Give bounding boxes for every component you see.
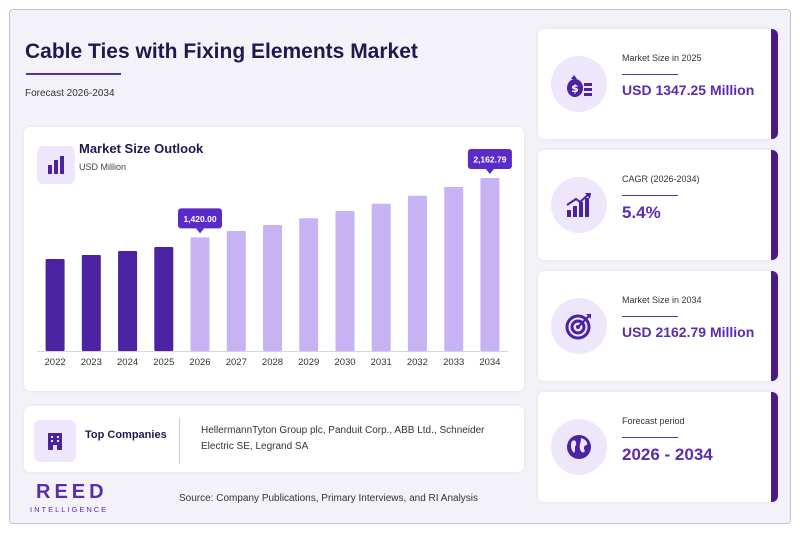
bar-2025	[154, 247, 174, 351]
stat-divider	[622, 316, 678, 317]
x-tick-label-2033: 2033	[443, 357, 464, 368]
x-tick-label-2029: 2029	[298, 357, 319, 368]
brand-logo-sub: INTELLIGENCE	[30, 505, 109, 514]
x-tick-label-2025: 2025	[153, 357, 174, 368]
callout-label-2026: 1,420.00	[183, 214, 216, 224]
stat-label: Forecast period	[622, 416, 685, 426]
target-icon	[551, 298, 607, 354]
bar-2033	[444, 187, 464, 351]
x-tick-label-2026: 2026	[189, 357, 210, 368]
x-tick-label-2030: 2030	[334, 357, 355, 368]
stat-card-market-2025: $ Market Size in 2025 USD 1347.25 Millio…	[538, 29, 778, 139]
brand-logo: REED	[36, 481, 108, 503]
stat-card-market-2034: Market Size in 2034 USD 2162.79 Million	[538, 271, 778, 381]
companies-label: Top Companies	[85, 429, 167, 441]
bar-2023	[81, 255, 101, 351]
companies-card	[24, 406, 524, 472]
stat-value: 2026 - 2034	[622, 445, 713, 464]
x-tick-label-2023: 2023	[81, 357, 102, 368]
money-bag-icon: $	[551, 56, 607, 112]
stat-card-forecast-period: Forecast period 2026 - 2034	[538, 392, 778, 502]
x-tick-label-2031: 2031	[371, 357, 392, 368]
bar-2027	[226, 231, 246, 351]
companies-list: HellermannTyton Group plc, Panduit Corp.…	[201, 425, 485, 452]
chart-title: Market Size Outlook	[79, 141, 204, 156]
stat-label: CAGR (2026-2034)	[622, 174, 700, 184]
svg-text:$: $	[571, 82, 579, 95]
stat-label: Market Size in 2034	[622, 295, 702, 305]
callout-label-2034: 2,162.79	[473, 155, 506, 165]
stat-divider	[622, 437, 678, 438]
callout-2026: 1,420.00	[178, 208, 222, 234]
page-title: Cable Ties with Fixing Elements Market	[25, 40, 418, 63]
stat-label: Market Size in 2025	[622, 53, 702, 63]
callout-2034: 2,162.79	[467, 149, 512, 174]
bar-2022	[45, 259, 65, 351]
x-tick-label-2022: 2022	[45, 357, 66, 368]
stat-value: 5.4%	[622, 203, 661, 222]
bar-2032	[407, 195, 427, 351]
stat-value: USD 1347.25 Million	[622, 82, 755, 98]
bar-2030	[335, 211, 355, 351]
bar-chart: 2022 2023 2024 2025 2026 2027 2028 2029 2030 2031…	[37, 149, 512, 368]
x-tick-label-2027: 2027	[226, 357, 247, 368]
growth-chart-icon	[551, 177, 607, 233]
bar-2031	[371, 203, 391, 351]
globe-icon	[551, 419, 607, 475]
stat-divider	[622, 195, 678, 196]
bar-chart-icon	[37, 146, 75, 184]
building-icon	[34, 420, 76, 462]
title-underline	[26, 73, 121, 75]
x-tick-label-2034: 2034	[479, 357, 500, 368]
stat-value: USD 2162.79 Million	[622, 324, 755, 340]
stat-card-cagr: CAGR (2026-2034) 5.4%	[538, 150, 778, 260]
bar-2034	[480, 178, 500, 351]
chart-unit: USD Million	[79, 162, 127, 172]
x-tick-label-2028: 2028	[262, 357, 283, 368]
companies-divider	[179, 418, 180, 464]
x-tick-label-2032: 2032	[407, 357, 428, 368]
source-note: Source: Company Publications, Primary In…	[179, 493, 479, 504]
bar-2029	[299, 218, 319, 351]
bar-2028	[263, 225, 282, 351]
bar-2026	[190, 237, 210, 351]
page-subtitle: Forecast 2026-2034	[25, 88, 115, 99]
bar-2024	[118, 251, 138, 351]
x-tick-label-2024: 2024	[117, 357, 138, 368]
stat-divider	[622, 74, 678, 75]
